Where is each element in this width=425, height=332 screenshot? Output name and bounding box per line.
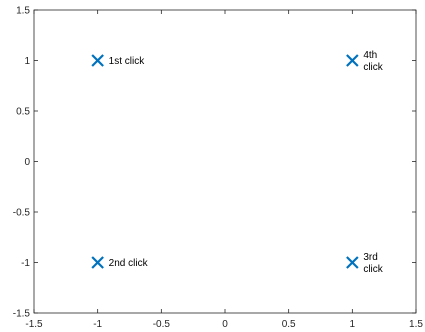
data-point-marker: [91, 54, 104, 67]
annotation-line: click: [363, 264, 383, 275]
point-annotation: 3rd click: [363, 252, 383, 275]
annotation-line: 1st click: [109, 56, 146, 67]
x-tick-label: -0.5: [153, 319, 171, 330]
plot-area: -1.5 -1 -0.5 0 0.5 1 1.5 1.5 1 0.5 0 -0.5 -1 -1.5 1st …: [13, 6, 424, 331]
point-annotation: 4th click: [363, 50, 383, 73]
data-point-marker: [91, 256, 104, 269]
y-tick-label: 1: [24, 56, 30, 67]
x-tick-label: -1: [93, 319, 102, 330]
annotation-line: 3rd: [363, 252, 377, 263]
y-tick-label: 0.5: [16, 107, 30, 118]
x-tick-label: 0.5: [282, 319, 296, 330]
annotation-line: 2nd click: [109, 258, 149, 269]
y-tick-label: -1: [21, 258, 30, 269]
x-marker-stroke: [91, 256, 104, 269]
data-point-marker: [346, 256, 359, 269]
data-point-marker: [346, 54, 359, 67]
x-marker-stroke: [346, 54, 359, 67]
x-tick-label: -1.5: [25, 319, 43, 330]
x-tick-label: 1.5: [409, 319, 423, 330]
x-tick-label: 1: [350, 319, 356, 330]
annotation-line: 4th: [363, 50, 377, 61]
y-tick-label: -1.5: [13, 309, 31, 320]
point-annotation: 1st click: [109, 56, 146, 67]
point-annotation: 2nd click: [109, 258, 149, 269]
axes-box: [33, 9, 417, 314]
x-marker-stroke: [346, 256, 359, 269]
x-tick-label: 0: [222, 319, 228, 330]
annotation-line: click: [363, 62, 383, 73]
y-tick-label: 1.5: [16, 6, 30, 17]
x-marker-stroke: [91, 54, 104, 67]
y-tick-label: 0: [24, 157, 30, 168]
y-tick-label: -0.5: [13, 208, 31, 219]
